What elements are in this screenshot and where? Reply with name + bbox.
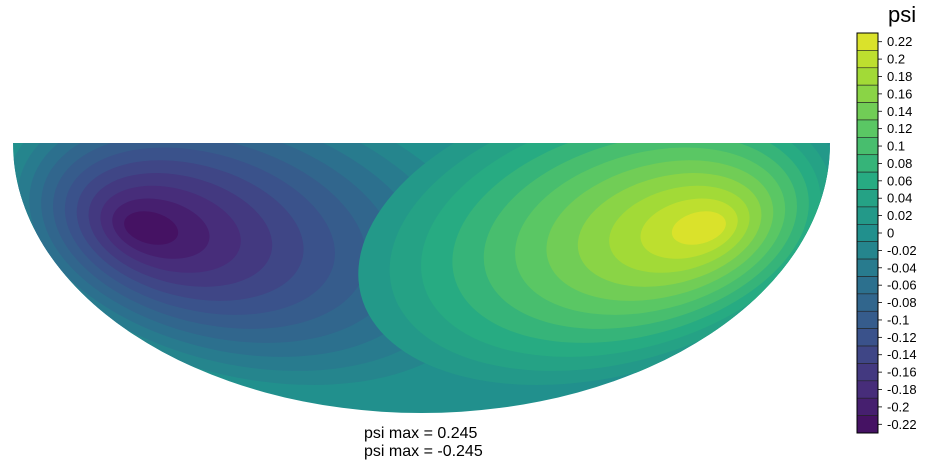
colorbar-swatch xyxy=(856,363,879,382)
colorbar-tick-label: 0.22 xyxy=(887,34,912,49)
colorbar-tick-label: -0.18 xyxy=(887,382,917,397)
left-lobe-contour-band xyxy=(124,211,179,245)
caption: psi max = 0.245 psi max = -0.245 xyxy=(364,425,483,460)
colorbar-tick-label: 0.14 xyxy=(887,104,912,119)
colorbar-tick-label: 0.2 xyxy=(887,52,905,67)
colorbar-swatch xyxy=(856,171,879,190)
colorbar-tick-label: 0.12 xyxy=(887,121,912,136)
colorbar-swatch xyxy=(856,397,879,416)
right-lobe-contour-band xyxy=(671,211,726,245)
colorbar-swatch xyxy=(856,241,879,260)
colorbar-tick-label: 0 xyxy=(887,226,894,241)
colorbar-tick-label: -0.22 xyxy=(887,417,917,432)
colorbar-tick-label: 0.02 xyxy=(887,208,912,223)
colorbar-swatch xyxy=(856,50,879,69)
colorbar: psi 0.22 0.2 0.18 0.16 0.14 0.12 0.1 0.08 0.06 0.… xyxy=(856,2,917,434)
colorbar-tick-label: -0.2 xyxy=(887,399,909,414)
colorbar-swatch xyxy=(856,293,879,312)
colorbar-tick-label: -0.16 xyxy=(887,365,917,380)
colorbar-swatch xyxy=(856,345,879,364)
colorbar-swatch xyxy=(856,137,879,156)
colorbar-swatch xyxy=(856,415,879,434)
psi-min-annotation: psi max = -0.245 xyxy=(364,443,483,460)
psi-max-annotation: psi max = 0.245 xyxy=(364,425,478,442)
colorbar-tick-label: -0.08 xyxy=(887,295,917,310)
colorbar-tick-label: 0.04 xyxy=(887,191,912,206)
colorbar-swatch xyxy=(856,206,879,225)
colorbar-swatch xyxy=(856,328,879,347)
colorbar-swatch xyxy=(856,189,879,208)
colorbar-swatch xyxy=(856,67,879,86)
colorbar-swatch xyxy=(856,310,879,329)
colorbar-tick-label: -0.12 xyxy=(887,330,917,345)
contour-field xyxy=(13,143,830,414)
colorbar-tick-label: 0.1 xyxy=(887,139,905,154)
colorbar-swatch xyxy=(856,276,879,295)
colorbar-title: psi xyxy=(888,2,916,27)
colorbar-swatch xyxy=(856,224,879,242)
colorbar-tick-label: 0.18 xyxy=(887,69,912,84)
colorbar-swatch xyxy=(856,380,879,399)
colorbar-tick-label: -0.04 xyxy=(887,260,917,275)
colorbar-tick-label: -0.06 xyxy=(887,278,917,293)
colorbar-swatch xyxy=(856,32,879,51)
colorbar-swatch xyxy=(856,258,879,277)
colorbar-tick-label: 0.16 xyxy=(887,86,912,101)
colorbar-swatch xyxy=(856,119,879,138)
colorbar-tick-label: 0.06 xyxy=(887,173,912,188)
colorbar-tick-label: -0.14 xyxy=(887,347,917,362)
colorbar-tick-label: -0.02 xyxy=(887,243,917,258)
colorbar-tick-label: -0.1 xyxy=(887,312,909,327)
colorbar-tick-label: 0.08 xyxy=(887,156,912,171)
colorbar-swatch xyxy=(856,84,879,103)
right-lobe xyxy=(358,143,830,385)
colorbar-frame xyxy=(856,32,879,434)
colorbar-swatch xyxy=(856,154,879,173)
colorbar-swatch xyxy=(856,102,879,121)
